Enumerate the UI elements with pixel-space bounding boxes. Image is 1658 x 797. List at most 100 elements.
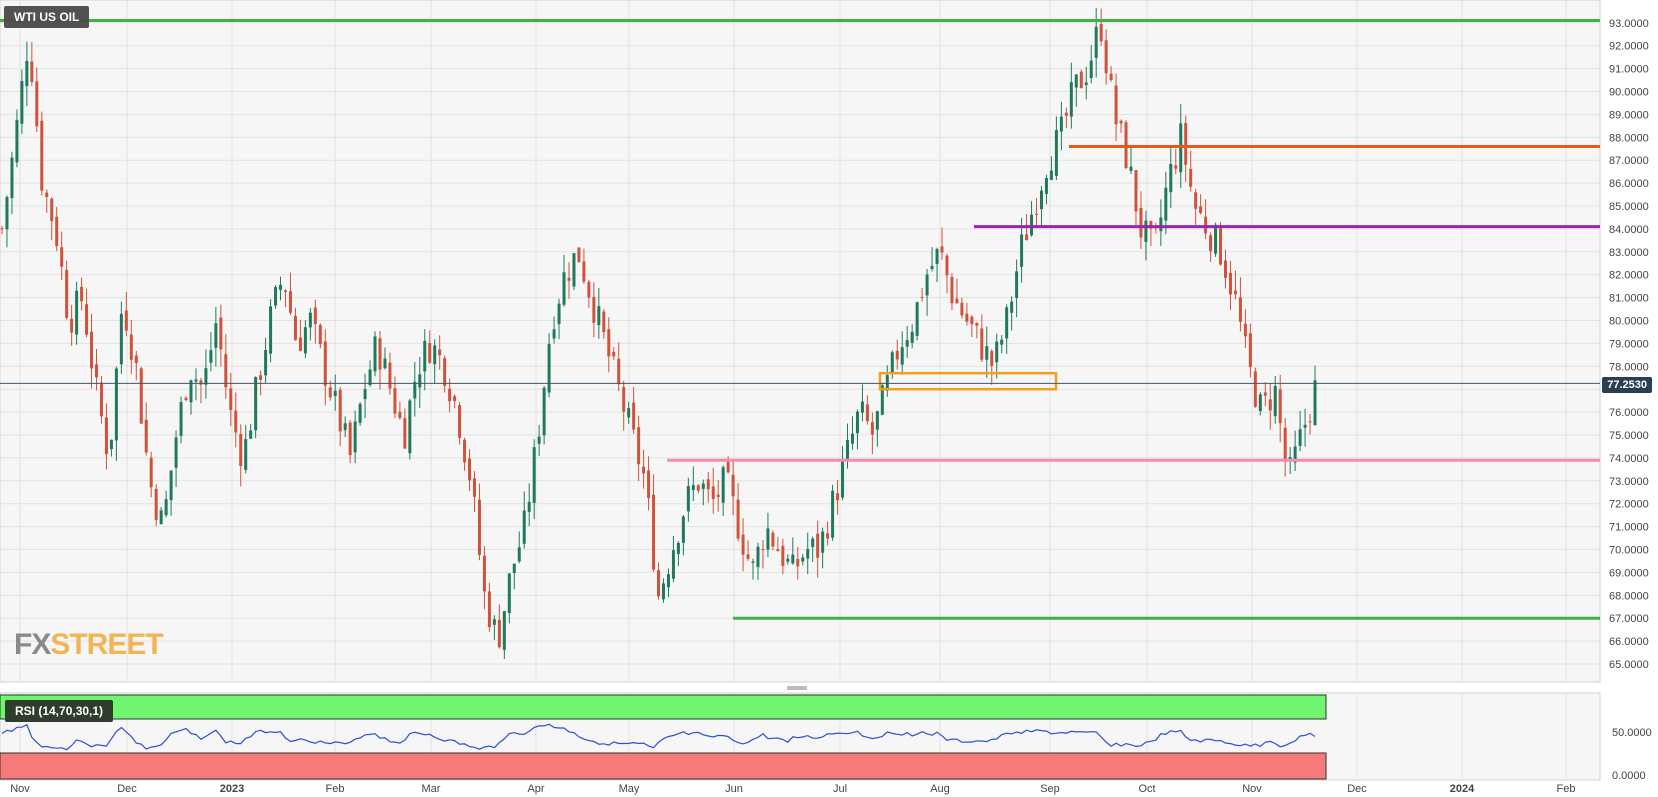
candle-body: [124, 310, 128, 331]
candle-body: [806, 549, 810, 559]
candle-body: [463, 439, 467, 463]
candle-body: [418, 374, 422, 388]
candle-body: [313, 307, 317, 325]
candle-body: [1015, 271, 1019, 298]
candle-body: [60, 247, 64, 267]
x-tick-label: Nov: [10, 783, 30, 795]
y-tick-label: 84.0000: [1609, 224, 1649, 236]
candle-body: [900, 347, 904, 365]
candle-body: [318, 325, 322, 345]
candle-body: [1030, 214, 1034, 236]
candle-body: [423, 340, 427, 372]
candle-body: [617, 358, 621, 385]
candle-body: [1129, 166, 1133, 171]
candle-body: [45, 192, 49, 197]
panel-resize-handle: [787, 686, 807, 690]
candle-body: [239, 433, 243, 466]
y-tick-label: 66.0000: [1609, 636, 1649, 648]
x-tick-label: Oct: [1138, 783, 1155, 795]
candle-body: [1164, 187, 1168, 221]
candle-body: [90, 331, 94, 369]
candle-body: [1054, 130, 1058, 176]
candle-body: [189, 380, 193, 403]
x-tick-label: Dec: [1347, 783, 1367, 795]
candle-body: [1248, 333, 1252, 367]
candle-body: [1288, 457, 1292, 460]
candle-body: [154, 488, 158, 521]
candle-body: [328, 387, 332, 398]
candle-body: [293, 315, 297, 341]
candle-body: [841, 460, 845, 498]
candle-body: [816, 533, 820, 558]
candle-body: [244, 439, 248, 470]
candle-body: [592, 296, 596, 323]
candle-body: [741, 534, 745, 555]
candle-body: [647, 470, 651, 499]
candle-body: [517, 547, 521, 562]
candle-body: [0, 228, 4, 230]
candle-body: [1238, 297, 1242, 322]
y-tick-label: 70.0000: [1609, 545, 1649, 557]
y-tick-label: 79.0000: [1609, 338, 1649, 350]
candle-body: [254, 377, 258, 431]
candle-body: [701, 483, 705, 489]
candle-body: [94, 364, 98, 378]
candle-body: [930, 265, 934, 270]
candle-body: [1109, 73, 1113, 81]
candle-body: [736, 499, 740, 539]
candle-body: [910, 331, 914, 343]
candle-body: [333, 390, 337, 397]
candle-body: [40, 120, 44, 191]
candle-body: [269, 306, 273, 354]
candle-body: [129, 334, 133, 360]
candle-body: [1278, 389, 1282, 424]
candle-body: [1094, 26, 1098, 58]
candle-body: [149, 457, 153, 488]
candle-body: [104, 417, 108, 455]
candle-body: [637, 427, 641, 465]
candle-body: [308, 312, 312, 328]
candle-body: [298, 337, 302, 351]
y-tick-label: 68.0000: [1609, 590, 1649, 602]
candle-body: [50, 198, 54, 222]
candle-body: [836, 493, 840, 501]
y-tick-label: 87.0000: [1609, 155, 1649, 167]
candle-body: [1044, 177, 1048, 194]
candle-body: [781, 546, 785, 566]
candle-body: [1303, 424, 1307, 428]
candle-body: [970, 316, 974, 325]
candle-body: [472, 478, 476, 497]
candle-body: [1079, 71, 1083, 89]
candle-body: [403, 418, 407, 449]
candle-body: [184, 397, 188, 401]
candle-body: [726, 461, 730, 473]
candle-body: [70, 318, 74, 333]
y-tick-label: 65.0000: [1609, 659, 1649, 671]
candle-body: [413, 381, 417, 399]
candle-body: [920, 296, 924, 298]
candle-body: [542, 387, 546, 436]
candle-body: [1228, 272, 1232, 295]
candle-body: [368, 369, 372, 386]
candle-body: [249, 430, 253, 439]
candle-body: [602, 311, 606, 333]
candle-body: [850, 433, 854, 444]
candle-body: [55, 216, 59, 247]
candle-body: [1273, 385, 1277, 417]
candle-body: [632, 402, 636, 430]
candle-body: [1020, 234, 1024, 267]
candle-body: [99, 382, 103, 417]
rsi-oversold-zone: [0, 752, 1327, 780]
candle-body: [1074, 74, 1078, 88]
candle-body: [1089, 60, 1093, 79]
y-tick-label: 86.0000: [1609, 178, 1649, 190]
candle-body: [801, 557, 805, 562]
candle-body: [234, 410, 238, 433]
candle-body: [1025, 234, 1029, 241]
candle-body: [1069, 82, 1073, 117]
candle-body: [811, 538, 815, 547]
candle-body: [363, 389, 367, 400]
candle-body: [259, 375, 263, 380]
candle-body: [1049, 170, 1053, 180]
candle-body: [1298, 429, 1302, 446]
